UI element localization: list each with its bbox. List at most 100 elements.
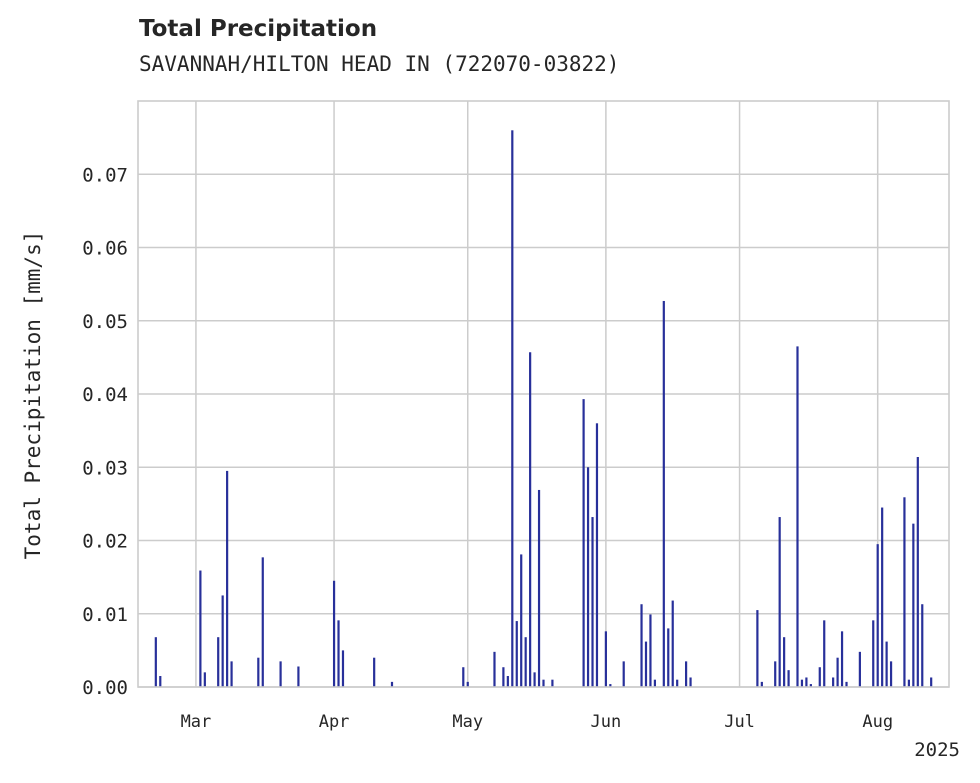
precip-bar	[203, 672, 206, 687]
precip-bar	[502, 667, 505, 687]
precip-bar	[217, 637, 220, 687]
x-tick-label: Mar	[181, 712, 212, 732]
precip-bar	[916, 456, 919, 687]
y-tick-label: 0.07	[82, 164, 128, 186]
precip-bar	[684, 661, 688, 687]
precip-bar	[533, 672, 536, 687]
precip-bar	[836, 657, 839, 687]
precip-bar	[466, 681, 469, 687]
year-label: 2025	[914, 739, 960, 761]
plot-frame	[137, 100, 950, 688]
precip-bar	[885, 641, 888, 687]
y-tick-label: 0.04	[82, 384, 128, 406]
precip-bar	[832, 677, 835, 687]
precip-bar	[297, 666, 300, 687]
precip-bar	[373, 657, 376, 687]
precip-bar	[800, 679, 804, 687]
precip-bar	[154, 637, 157, 687]
precip-bar	[774, 661, 777, 687]
precip-bar	[876, 544, 879, 687]
x-tick-label: Apr	[319, 712, 350, 732]
y-tick-label: 0.03	[82, 457, 128, 479]
precip-bar	[506, 676, 509, 687]
precip-bar	[199, 570, 202, 687]
precip-bar	[261, 557, 264, 687]
precip-bar	[912, 523, 915, 687]
x-tick-label: Aug	[862, 712, 893, 732]
precip-bar	[332, 580, 336, 687]
y-tick-label: 0.00	[82, 677, 128, 699]
precip-bar	[341, 650, 345, 687]
precip-bar	[595, 423, 599, 687]
precip-bar	[818, 667, 821, 687]
y-tick-label: 0.06	[82, 238, 128, 260]
y-axis-label: Total Precipitation [mm/s]	[21, 231, 45, 560]
precip-bar	[462, 667, 465, 687]
precip-bar	[796, 346, 799, 687]
precip-bar	[524, 637, 527, 687]
precip-bar	[493, 651, 496, 687]
precip-bar	[858, 651, 861, 687]
precip-bar	[226, 470, 229, 687]
chart-subtitle: SAVANNAH/HILTON HEAD IN (722070-03822)	[139, 52, 620, 76]
precip-bar	[760, 681, 763, 687]
precip-bar	[778, 517, 781, 687]
precip-bar	[586, 467, 590, 687]
precip-bar	[644, 641, 648, 687]
precip-bar	[159, 676, 162, 687]
grid-lines	[138, 101, 949, 688]
precip-bar	[930, 677, 933, 687]
precip-bar	[529, 352, 532, 687]
precip-bar	[756, 610, 759, 687]
precip-bar	[689, 677, 692, 687]
precip-bar	[787, 670, 790, 687]
precip-bar	[551, 679, 554, 687]
precip-bar	[511, 130, 514, 688]
precip-bar	[604, 631, 607, 687]
precip-bar	[903, 497, 906, 687]
precip-bar	[257, 657, 260, 687]
x-tick-label: Jun	[591, 712, 622, 732]
x-axis-ticks: Mar Apr May Jun Jul Aug	[181, 712, 893, 732]
precip-bar	[520, 554, 523, 687]
precip-bar	[279, 661, 282, 687]
x-tick-label: Jul	[724, 712, 755, 732]
precip-bar	[667, 628, 670, 687]
precip-bar	[622, 661, 625, 687]
precip-bar	[337, 620, 340, 687]
precip-bar	[591, 517, 594, 687]
precip-bar	[823, 620, 826, 687]
precip-bar	[582, 399, 585, 687]
precip-bar	[671, 600, 674, 687]
precip-bar	[809, 684, 812, 687]
precip-bar	[537, 489, 541, 687]
precip-bar	[609, 684, 612, 687]
precip-bar	[653, 679, 657, 687]
precip-bar	[921, 604, 924, 687]
x-tick-label: May	[452, 712, 483, 732]
precip-bar	[390, 681, 394, 687]
precip-bar	[907, 679, 910, 687]
precip-bar	[662, 300, 665, 687]
precip-bar	[889, 661, 893, 687]
chart-title: Total Precipitation	[139, 16, 378, 42]
precip-bar	[676, 679, 679, 687]
precip-bar	[845, 681, 848, 687]
precip-bar	[640, 604, 643, 687]
precip-bar	[649, 614, 652, 687]
y-tick-label: 0.05	[82, 311, 128, 333]
precip-bar	[805, 677, 808, 687]
y-axis-ticks: 0.00 0.01 0.02 0.03 0.04 0.05 0.06 0.07	[82, 164, 128, 699]
precip-bar	[881, 507, 884, 687]
precip-bar	[221, 595, 224, 687]
precip-bar	[783, 637, 786, 687]
precip-bar	[840, 631, 844, 687]
precip-bar	[515, 621, 518, 687]
y-tick-label: 0.02	[82, 531, 128, 553]
y-tick-label: 0.01	[82, 604, 128, 626]
bar-series	[154, 130, 933, 688]
precip-bar	[230, 661, 233, 687]
precip-bar	[542, 679, 545, 687]
precip-bar	[872, 620, 875, 687]
